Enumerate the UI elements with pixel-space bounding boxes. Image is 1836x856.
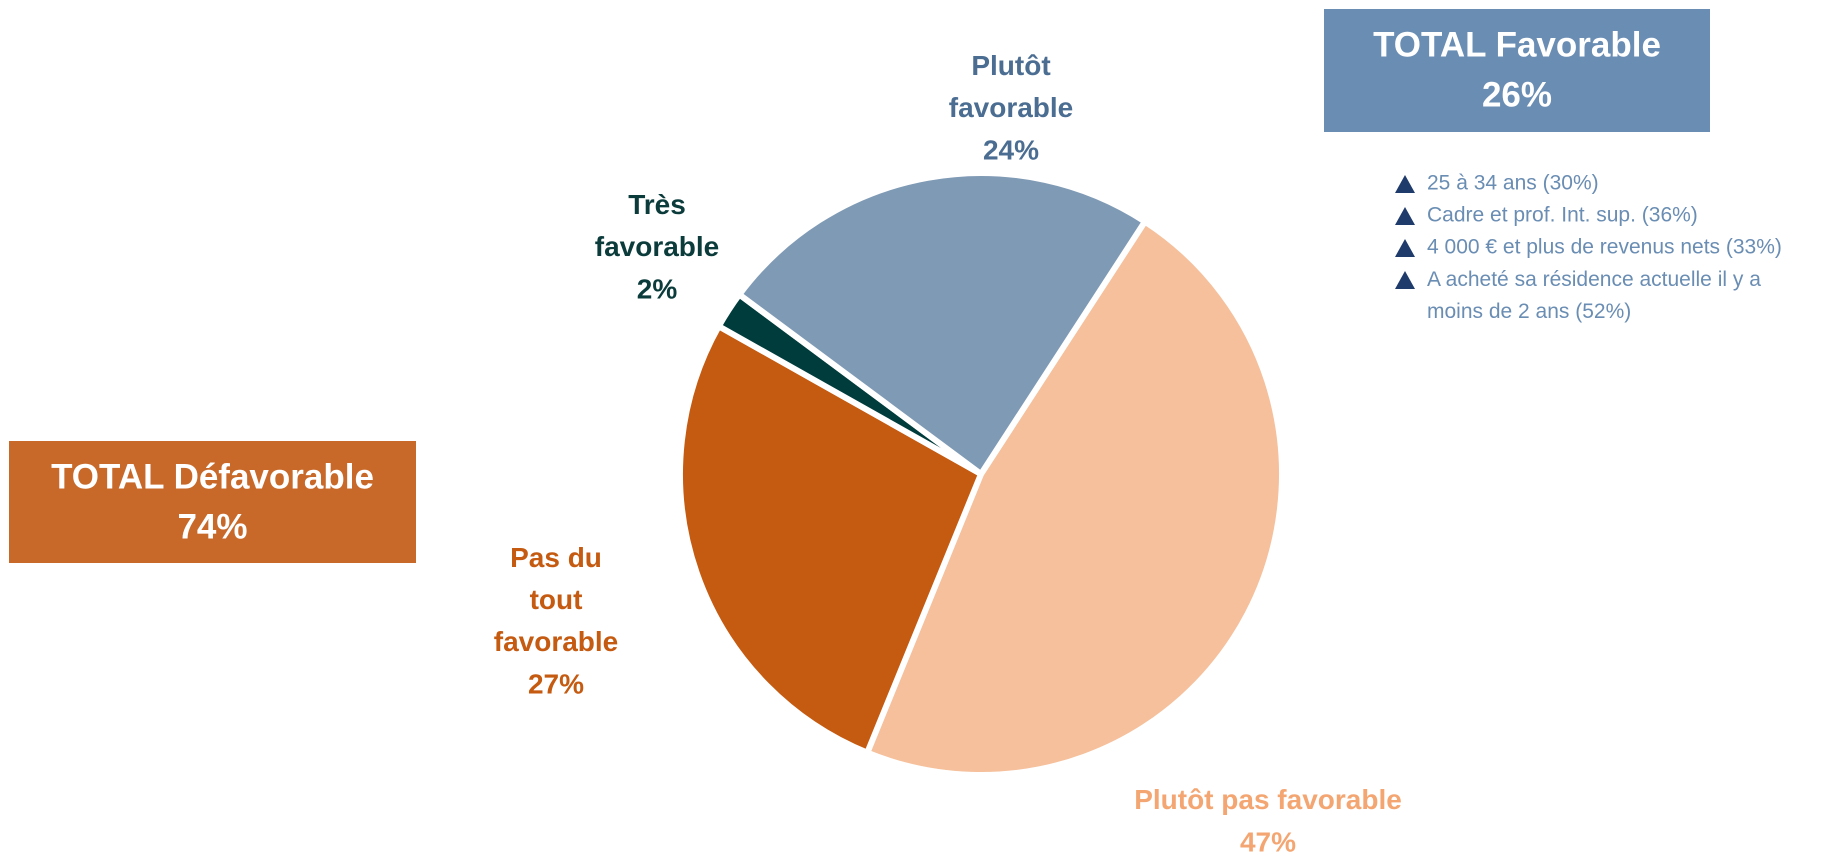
bullet-triangle bbox=[1395, 207, 1415, 225]
slice-label: Pas du tout favorable bbox=[494, 542, 619, 657]
bullet-triangle bbox=[1395, 175, 1415, 193]
highlight-text: Cadre et prof. Int. sup. (36%) bbox=[1427, 204, 1698, 227]
slice-value-label: 47% bbox=[1240, 826, 1296, 856]
highlight-text: 4 000 € et plus de revenus nets (33%) bbox=[1427, 236, 1782, 259]
highlight-text: 25 à 34 ans (30%) bbox=[1427, 172, 1599, 195]
bullet-triangle bbox=[1395, 271, 1415, 289]
total-label: TOTAL Favorable bbox=[1373, 25, 1661, 64]
pie-slice bbox=[735, 170, 1150, 479]
total-box bbox=[9, 441, 416, 563]
pie-slice bbox=[863, 217, 1286, 778]
slice-label: Très favorable bbox=[595, 189, 720, 262]
total-box bbox=[1324, 9, 1710, 132]
total-label: TOTAL Défavorable bbox=[51, 457, 374, 496]
slice-value-label: 24% bbox=[983, 134, 1039, 165]
slice-label: Plutôt pas favorable bbox=[1134, 784, 1402, 815]
slice-label: Plutôt favorable bbox=[949, 50, 1074, 123]
bullet-triangle bbox=[1395, 239, 1415, 257]
slice-value-label: 2% bbox=[637, 273, 678, 304]
total-value: 74% bbox=[177, 507, 247, 546]
total-value: 26% bbox=[1482, 75, 1552, 114]
highlight-text: A acheté sa résidence actuelle il y a moi… bbox=[1427, 268, 1761, 323]
slice-value-label: 27% bbox=[528, 668, 584, 699]
